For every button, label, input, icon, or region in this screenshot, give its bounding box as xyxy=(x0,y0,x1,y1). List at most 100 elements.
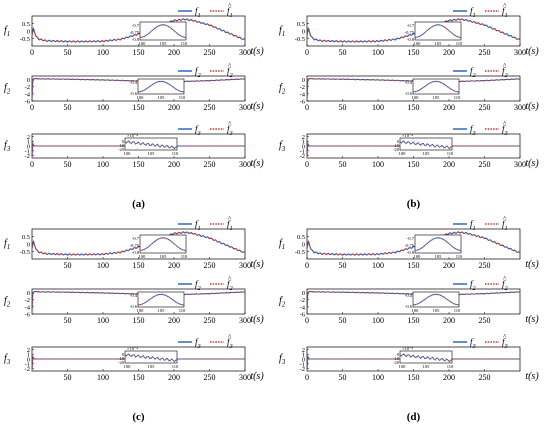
data-point xyxy=(313,38,315,40)
series-line-f̂1 xyxy=(31,18,246,43)
data-point xyxy=(67,254,68,255)
y-tick-label: 1 xyxy=(302,139,305,146)
data-point xyxy=(501,245,503,246)
inset-line-estimate xyxy=(414,24,462,39)
inset-x-tick-label: 110 xyxy=(447,151,454,156)
y-axis-label: f1 xyxy=(4,25,10,38)
x-tick-label: 100 xyxy=(372,160,384,169)
data-point xyxy=(32,80,34,82)
legend-label-estimate: f3 xyxy=(502,124,508,137)
x-tick-label: 0 xyxy=(30,48,34,57)
data-point xyxy=(209,145,210,147)
x-axis-label: t(s) xyxy=(250,46,264,57)
data-point xyxy=(308,291,310,292)
data-point xyxy=(395,38,397,40)
y-tick-label: -0.5 xyxy=(295,36,305,43)
data-point xyxy=(31,98,33,100)
data-point xyxy=(519,252,521,254)
x-tick-label: 250 xyxy=(479,316,491,325)
y-tick-label: -6 xyxy=(300,312,306,319)
y-tick-label: -2 xyxy=(25,297,30,304)
inset-y-tick-label: -0.7 xyxy=(132,236,140,241)
inset-x-tick-label: 100 xyxy=(414,254,422,259)
data-point xyxy=(313,251,315,253)
panel-caption: (b) xyxy=(407,198,421,210)
inset-x-tick-label: 110 xyxy=(179,95,186,100)
data-point xyxy=(459,18,461,20)
data-point xyxy=(342,358,343,360)
y-tick-label: 2 xyxy=(27,134,30,141)
x-tick-label: 300 xyxy=(514,103,526,112)
inset-line-actual xyxy=(414,237,462,251)
data-point xyxy=(31,35,33,36)
data-point xyxy=(306,157,308,159)
legend-label-actual: f3 xyxy=(195,337,201,350)
legend-label-estimate-hat: ^ xyxy=(228,215,232,223)
inset-y-tick-label: -0.7 xyxy=(407,236,415,241)
data-point xyxy=(519,145,521,147)
panel-caption: (a) xyxy=(132,198,145,210)
data-point xyxy=(244,358,246,360)
y-axis-label: f3 xyxy=(4,140,11,153)
data-point xyxy=(313,78,315,80)
y-tick-label: -2 xyxy=(25,153,30,160)
data-point xyxy=(67,78,68,80)
series-line-f̂1 xyxy=(306,231,521,256)
inset-y-tick-label: -10 xyxy=(393,356,400,361)
inset-y-tick-label: -0.75 xyxy=(405,243,415,248)
y-tick-label: -1 xyxy=(25,148,30,155)
x-tick-label: 0 xyxy=(305,373,309,382)
inset-y-tick-label: 0 xyxy=(397,139,400,144)
x-tick-label: 50 xyxy=(339,373,347,382)
inset-x-tick-label: 105 xyxy=(433,308,441,313)
x-tick-label: 300 xyxy=(239,316,251,325)
inset-x-tick-label: 105 xyxy=(433,95,441,100)
inset-x-tick-label: 100 xyxy=(412,308,420,313)
inset-line-estimate xyxy=(414,237,462,252)
legend-label-estimate: f2 xyxy=(227,279,234,292)
inset-x-tick-label: 100 xyxy=(139,41,147,46)
data-point xyxy=(67,358,68,360)
inset-y-tick-label: -10 xyxy=(393,143,400,148)
inset-x-tick-label: 100 xyxy=(124,151,132,156)
data-point xyxy=(138,246,139,248)
data-point xyxy=(120,251,122,253)
y-axis-label: f1 xyxy=(4,238,10,251)
x-axis-label: t(s) xyxy=(250,314,264,325)
data-point xyxy=(307,356,309,357)
data-point xyxy=(359,254,361,255)
data-point xyxy=(306,370,308,372)
data-point xyxy=(209,358,210,360)
y-tick-label: -0.5 xyxy=(20,36,30,43)
inset-x-tick-label: 110 xyxy=(454,95,461,100)
legend-label-estimate-hat: ^ xyxy=(503,333,507,341)
y-tick-label: 0 xyxy=(27,242,30,249)
data-point xyxy=(38,251,40,253)
data-point xyxy=(413,33,414,35)
inset-multiplier: ×10⁻⁴ xyxy=(127,133,138,138)
data-point xyxy=(519,39,521,41)
data-point xyxy=(244,78,246,80)
inset-x-tick-label: 100 xyxy=(139,254,147,259)
y-tick-label: 2 xyxy=(302,134,305,141)
data-point xyxy=(33,291,35,292)
inset-multiplier: ×10⁻⁴ xyxy=(402,346,413,351)
inset-x-tick-label: 100 xyxy=(137,308,145,313)
data-point xyxy=(32,143,34,145)
y-tick-label: -2 xyxy=(300,297,305,304)
legend-label-estimate-hat: ^ xyxy=(503,2,507,10)
x-tick-label: 200 xyxy=(443,316,455,325)
x-tick-label: 150 xyxy=(408,373,420,382)
x-tick-label: 0 xyxy=(305,316,309,325)
inset-line-actual xyxy=(412,293,460,306)
legend-label-actual: f3 xyxy=(470,337,476,350)
